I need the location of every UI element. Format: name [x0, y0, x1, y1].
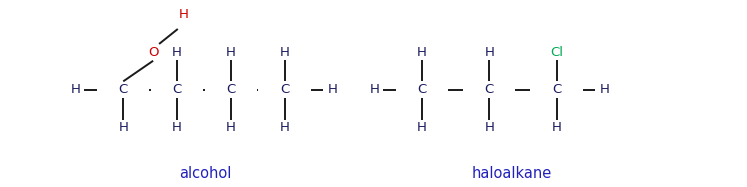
Text: H: H	[327, 83, 338, 96]
Text: haloalkane: haloalkane	[471, 166, 552, 181]
Text: H: H	[172, 46, 182, 59]
Text: O: O	[148, 46, 158, 59]
Text: H: H	[417, 121, 427, 134]
Text: H: H	[70, 83, 81, 96]
Text: C: C	[418, 83, 427, 96]
Text: H: H	[417, 46, 427, 59]
Text: H: H	[118, 121, 128, 134]
Text: C: C	[226, 83, 235, 96]
Text: H: H	[551, 121, 562, 134]
Text: H: H	[279, 46, 290, 59]
Text: Cl: Cl	[550, 46, 563, 59]
Text: H: H	[226, 46, 236, 59]
Text: H: H	[172, 121, 182, 134]
Text: C: C	[119, 83, 128, 96]
Text: H: H	[369, 83, 379, 96]
Text: alcohol: alcohol	[179, 166, 232, 181]
Text: H: H	[279, 121, 290, 134]
Text: C: C	[280, 83, 289, 96]
Text: H: H	[599, 83, 610, 96]
Text: H: H	[484, 121, 495, 134]
Text: C: C	[552, 83, 561, 96]
Text: H: H	[484, 46, 495, 59]
Text: H: H	[179, 8, 189, 22]
Text: C: C	[485, 83, 494, 96]
Text: H: H	[226, 121, 236, 134]
Text: C: C	[173, 83, 182, 96]
